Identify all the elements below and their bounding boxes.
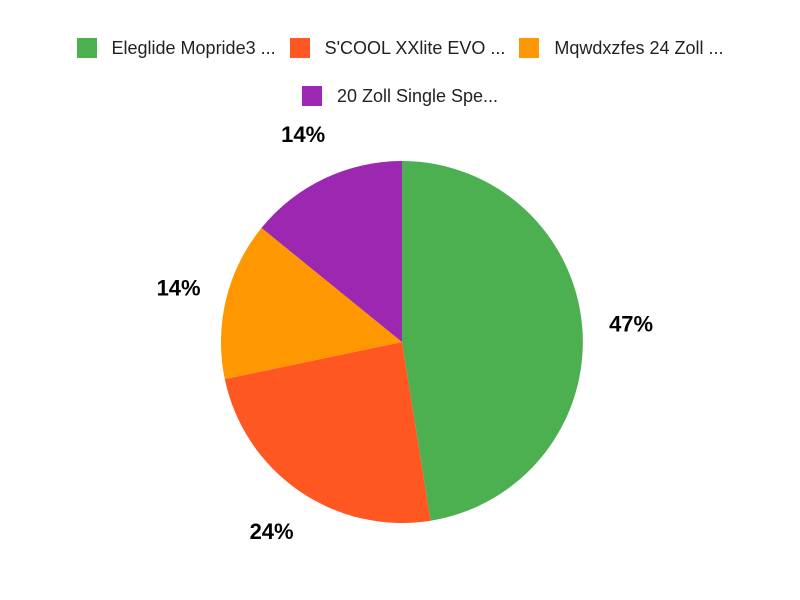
legend-item-mqwdxzfes: Mqwdxzfes 24 Zoll ... (519, 37, 723, 59)
legend-row-2: 20 Zoll Single Spe... (301, 85, 499, 107)
pie-slice-1[interactable] (224, 342, 431, 523)
legend-row-1: Eleglide Mopride3 ... S'COOL XXlite EVO … (76, 37, 723, 59)
pie-slice-3[interactable] (261, 161, 403, 342)
legend-label: 20 Zoll Single Spe... (336, 86, 499, 106)
chart-legend: Eleglide Mopride3 ... S'COOL XXlite EVO … (0, 37, 800, 107)
legend-label: Eleglide Mopride3 ... (111, 38, 276, 58)
legend-swatch-orange (519, 38, 540, 58)
legend-label: S'COOL XXlite EVO ... (324, 38, 506, 58)
legend-swatch-purple (301, 86, 322, 106)
legend-item-20-zoll: 20 Zoll Single Spe... (301, 85, 499, 107)
pie-slice-2[interactable] (220, 227, 402, 380)
slice-percent-label-0: 47% (609, 312, 653, 337)
slice-percent-label-1: 24% (250, 519, 294, 544)
legend-label: Mqwdxzfes 24 Zoll ... (554, 38, 724, 58)
pie-slice-0[interactable] (402, 161, 583, 521)
legend-swatch-green (76, 38, 97, 58)
slice-percent-label-3: 14% (281, 122, 325, 147)
legend-item-scool: S'COOL XXlite EVO ... (289, 37, 506, 59)
legend-item-eleglide: Eleglide Mopride3 ... (76, 37, 276, 59)
legend-swatch-deep-orange (289, 38, 310, 58)
slice-percent-label-2: 14% (157, 276, 201, 301)
